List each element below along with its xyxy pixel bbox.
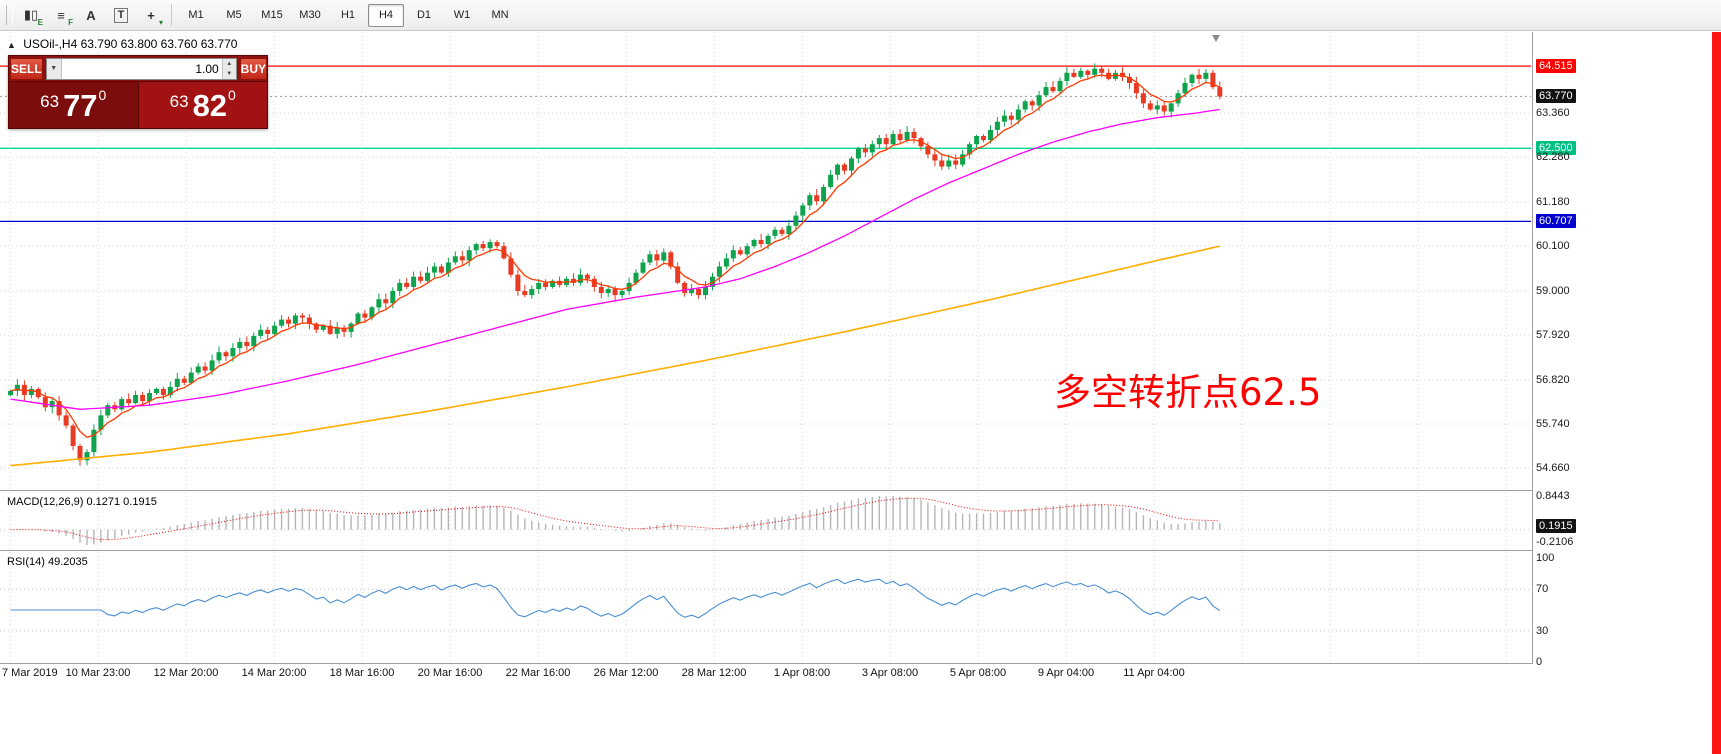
time-axis-label: 14 Mar 20:00 [241, 667, 307, 679]
time-axis-label: 18 Mar 16:00 [329, 667, 395, 679]
volume-control: ▼ ▲ ▼ [45, 57, 237, 80]
drawing-tools-icon[interactable]: + ▾ [137, 2, 165, 28]
price-axis-label: 59.000 [1536, 285, 1570, 297]
price-badge-green: 62.500 [1536, 141, 1576, 155]
chart-annotation-text: 多空转折点62.5 [1054, 371, 1322, 414]
buy-price-pips: 82 [192, 87, 228, 123]
toolbar-separator [171, 4, 172, 26]
toolbar-grip[interactable] [6, 5, 13, 25]
rsi-panel-divider[interactable] [0, 550, 1532, 551]
macd-indicator-label: MACD(12,26,9) 0.1271 0.1915 [7, 496, 157, 508]
one-click-trade-panel: SELL ▼ ▲ ▼ BUY 63 77 0 63 82 0 [8, 55, 268, 129]
timeframe-w1[interactable]: W1 [453, 9, 471, 21]
buy-button[interactable]: BUY [239, 57, 268, 80]
macd-panel-divider[interactable] [0, 490, 1532, 491]
buy-price-major: 63 [169, 92, 189, 111]
symbol-ohlc-text: USOil-,H4 63.790 63.800 63.760 63.770 [23, 37, 238, 51]
time-axis-label: 10 Mar 23:00 [65, 667, 131, 679]
price-axis-divider [1532, 32, 1533, 664]
volume-input[interactable] [61, 60, 222, 77]
text-box-icon[interactable]: T [107, 2, 135, 28]
buy-price-display[interactable]: 63 82 0 [138, 82, 267, 128]
time-axis-label: 26 Mar 12:00 [593, 667, 659, 679]
timeframe-m30[interactable]: M30 [299, 9, 321, 21]
sell-price-point: 0 [98, 87, 107, 103]
sell-price-display[interactable]: 63 77 0 [9, 82, 139, 128]
toolbar-icons: ▮▯ E ≡ F A T + ▾ [16, 2, 166, 28]
sell-button[interactable]: SELL [10, 57, 43, 80]
drawing-tools-icon-sub: ▾ [158, 18, 163, 27]
chart-header: ▲ USOil-,H4 63.790 63.800 63.760 63.770 [7, 37, 237, 51]
sell-price-pips: 77 [63, 87, 98, 123]
price-axis[interactable]: 64.515 63.770 63.360 62.500 62.280 61.180 60.7… [1536, 32, 1606, 490]
rsi-panel-canvas[interactable] [0, 552, 1532, 662]
sell-price-major: 63 [40, 92, 60, 111]
time-axis-label: 1 Apr 08:00 [773, 667, 831, 679]
time-axis-label: 5 Apr 08:00 [949, 667, 1007, 679]
indicators-icon-sub: F [68, 18, 73, 27]
timeframe-m1[interactable]: M1 [188, 9, 204, 21]
timeframe-mn[interactable]: MN [491, 9, 509, 21]
time-axis-label: 12 Mar 20:00 [153, 667, 219, 679]
timeframe-m5[interactable]: M5 [226, 9, 242, 21]
timeframe-d1[interactable]: D1 [416, 9, 432, 21]
font-a-icon-glyph: A [86, 7, 96, 23]
macd-axis: 0.8443 0.1915 -0.2106 [1536, 490, 1606, 550]
time-axis-divider [0, 663, 1532, 664]
timeframe-buttons: M1 M5 M15 M30 H1 H4 D1 W1 MN [177, 3, 519, 27]
rsi-indicator-label: RSI(14) 49.2035 [7, 556, 88, 568]
price-axis-label: 60.100 [1536, 240, 1570, 252]
macd-axis-bottom-label: -0.2106 [1536, 536, 1574, 548]
font-a-icon[interactable]: A [77, 2, 105, 28]
chart-shift-marker[interactable] [1212, 35, 1220, 42]
timeframe-h4[interactable]: H4 [368, 3, 404, 27]
price-axis-label: 55.740 [1536, 418, 1570, 430]
price-badge-blue: 60.707 [1536, 214, 1576, 228]
time-axis-label: 22 Mar 16:00 [505, 667, 571, 679]
rsi-axis-label: 70 [1536, 583, 1549, 595]
timeframe-h1[interactable]: H1 [340, 9, 356, 21]
volume-step-up-icon[interactable]: ▲ [222, 58, 236, 69]
macd-value-badge: 0.1915 [1536, 519, 1576, 533]
price-badge-dark: 63.770 [1536, 89, 1576, 103]
timeframe-m15[interactable]: M15 [261, 9, 283, 21]
indicators-icon-glyph: ≡ [57, 7, 65, 23]
price-axis-label: 62.280 [1536, 151, 1570, 163]
time-axis[interactable]: 7 Mar 2019 10 Mar 23:00 12 Mar 20:00 14 Mar… [0, 667, 1532, 687]
price-axis-label: 57.920 [1536, 329, 1570, 341]
text-box-icon-glyph: T [113, 7, 129, 23]
toolbar: ▮▯ E ≡ F A T + ▾ M1 M5 M15 M30 H1 H4 D1 W1 MN [0, 0, 1721, 31]
time-axis-label: 9 Apr 04:00 [1037, 667, 1095, 679]
time-axis-label: 7 Mar 2019 [2, 667, 58, 679]
price-axis-label: 63.360 [1536, 107, 1570, 119]
time-axis-label: 28 Mar 12:00 [681, 667, 747, 679]
rsi-axis-label: 0 [1536, 656, 1543, 668]
time-axis-label: 11 Apr 04:00 [1123, 667, 1185, 679]
chart-candles-icon[interactable]: ▮▯ E [17, 2, 45, 28]
drawing-tools-icon-glyph: + [147, 7, 155, 23]
price-axis-label: 54.660 [1536, 462, 1570, 474]
chart-candles-icon-sub: E [37, 18, 43, 27]
price-badge-red: 64.515 [1536, 59, 1576, 73]
volume-stepper: ▲ ▼ [221, 58, 236, 79]
rsi-axis: 100 70 30 0 [1536, 552, 1606, 668]
indicators-icon[interactable]: ≡ F [47, 2, 75, 28]
price-axis-label: 56.820 [1536, 374, 1570, 386]
price-axis-label: 61.180 [1536, 196, 1570, 208]
time-axis-label: 20 Mar 16:00 [417, 667, 483, 679]
buy-price-point: 0 [228, 87, 236, 103]
macd-axis-top-label: 0.8443 [1536, 490, 1570, 502]
rsi-axis-label: 30 [1536, 625, 1549, 637]
rsi-axis-label: 100 [1536, 552, 1555, 564]
macd-panel-canvas[interactable] [0, 492, 1532, 550]
chart-candles-icon-glyph: ▮▯ [23, 7, 39, 22]
volume-preset-caret-icon[interactable]: ▼ [46, 58, 62, 79]
one-click-collapse-icon[interactable]: ▲ [7, 40, 16, 50]
volume-step-down-icon[interactable]: ▼ [222, 68, 236, 79]
time-axis-label: 3 Apr 08:00 [861, 667, 919, 679]
right-edge-strip [1712, 32, 1721, 754]
